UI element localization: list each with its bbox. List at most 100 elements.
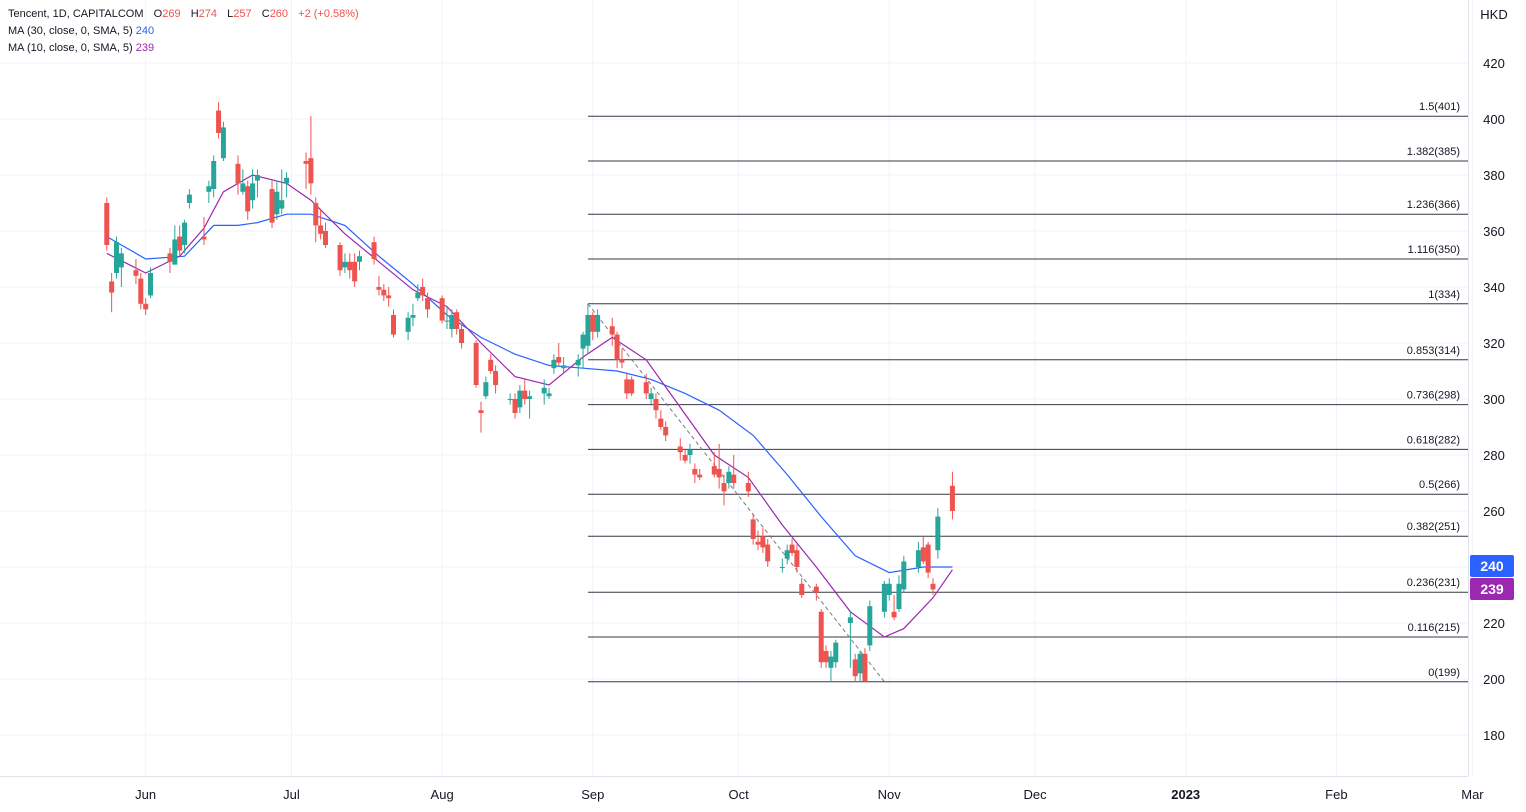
candle	[687, 443, 693, 464]
candle	[118, 247, 124, 287]
candle-body	[823, 651, 829, 663]
candle-body	[818, 611, 824, 663]
y-tick-label: 180	[1483, 728, 1505, 743]
candle-body	[284, 177, 290, 184]
candle-body	[148, 273, 154, 296]
candle	[254, 169, 260, 198]
chart-grid	[0, 0, 1473, 776]
candle	[114, 236, 119, 279]
candle	[507, 393, 513, 405]
candle	[220, 121, 226, 161]
fib-level-label: 0.618(282)	[1407, 434, 1460, 446]
legend-ma10-row[interactable]: MA (10, close, 0, SMA, 5) 239	[8, 40, 359, 57]
candle	[585, 303, 591, 355]
candle-body	[405, 317, 411, 332]
x-tick-label: Jun	[135, 787, 156, 802]
x-tick-label: Feb	[1325, 787, 1347, 802]
candle-body	[216, 110, 222, 133]
candle-body	[371, 242, 377, 259]
candle	[935, 508, 941, 559]
price-badge-label: 239	[1480, 581, 1504, 597]
candle	[799, 578, 805, 598]
candle	[376, 275, 382, 296]
symbol-label[interactable]: Tencent, 1D, CAPITALCOM	[8, 8, 144, 20]
candle	[415, 284, 421, 301]
candle	[391, 309, 397, 338]
candle-body	[833, 642, 839, 663]
candle-body	[677, 446, 683, 453]
candle-body	[794, 550, 800, 567]
candle-body	[357, 256, 362, 262]
candle-body	[527, 396, 533, 399]
candle-body	[415, 292, 421, 299]
legend-ma30-row[interactable]: MA (30, close, 0, SMA, 5) 240	[8, 23, 359, 40]
candle	[901, 555, 907, 593]
candle	[682, 449, 688, 464]
x-tick-label: Nov	[878, 787, 902, 802]
candle	[109, 273, 115, 313]
candle	[692, 463, 698, 483]
candle-body	[760, 536, 766, 548]
candle-body	[949, 485, 955, 511]
candle	[342, 253, 348, 273]
candle	[726, 466, 732, 489]
open-value: 269	[162, 8, 181, 20]
candle-body	[386, 295, 392, 299]
fib-level-label: 1(334)	[1428, 289, 1460, 301]
candle	[274, 180, 280, 220]
candle	[439, 295, 445, 324]
candle-body	[828, 656, 834, 668]
candle-body	[235, 163, 241, 184]
candle-body	[352, 261, 358, 282]
open-label: O	[153, 8, 163, 20]
candle	[371, 236, 377, 265]
candle-body	[711, 466, 717, 475]
candle	[896, 575, 902, 612]
candle	[609, 317, 615, 346]
candle	[211, 155, 217, 198]
candle-body	[425, 298, 431, 310]
candle	[920, 536, 926, 565]
fib-level-label: 1.236(366)	[1407, 199, 1460, 211]
candle-body	[220, 127, 226, 159]
candle	[279, 169, 285, 215]
candle-body	[517, 390, 523, 408]
candle	[522, 379, 528, 405]
candle-body	[454, 312, 460, 329]
candle	[357, 250, 362, 271]
candle-body	[595, 315, 601, 332]
candle	[478, 401, 484, 433]
candle-body	[891, 611, 897, 618]
candle	[546, 387, 552, 399]
candle	[386, 287, 392, 307]
candle-body	[493, 371, 499, 385]
candle-body	[847, 617, 853, 623]
candle	[405, 312, 411, 341]
fib-trend-line	[587, 303, 885, 683]
candle	[250, 169, 256, 209]
chart-legend: Tencent, 1D, CAPITALCOM O269 H274 L257 C…	[8, 6, 359, 57]
candle-body	[755, 541, 761, 545]
candle	[663, 421, 669, 441]
candle	[483, 376, 489, 399]
candle	[493, 365, 499, 394]
candle-body	[488, 359, 494, 371]
candle	[930, 578, 936, 595]
close-value: 260	[269, 8, 289, 20]
candle-body	[206, 186, 212, 192]
candle	[614, 331, 620, 369]
candle	[852, 653, 858, 682]
candle-body	[337, 245, 343, 271]
candle-body	[172, 239, 178, 265]
candle-body	[322, 231, 328, 245]
candle-body	[857, 653, 863, 674]
candle	[206, 180, 212, 203]
candle-body	[313, 203, 319, 226]
candle	[711, 452, 717, 478]
fibonacci-retracement[interactable]: 1.5(401) 1.382(385) 1.236(366) 1.116(350) 1(…	[587, 101, 1468, 683]
candle	[148, 267, 154, 299]
candle	[240, 169, 246, 195]
fib-level-label: 0.5(266)	[1419, 479, 1460, 491]
low-label: L	[227, 8, 234, 20]
